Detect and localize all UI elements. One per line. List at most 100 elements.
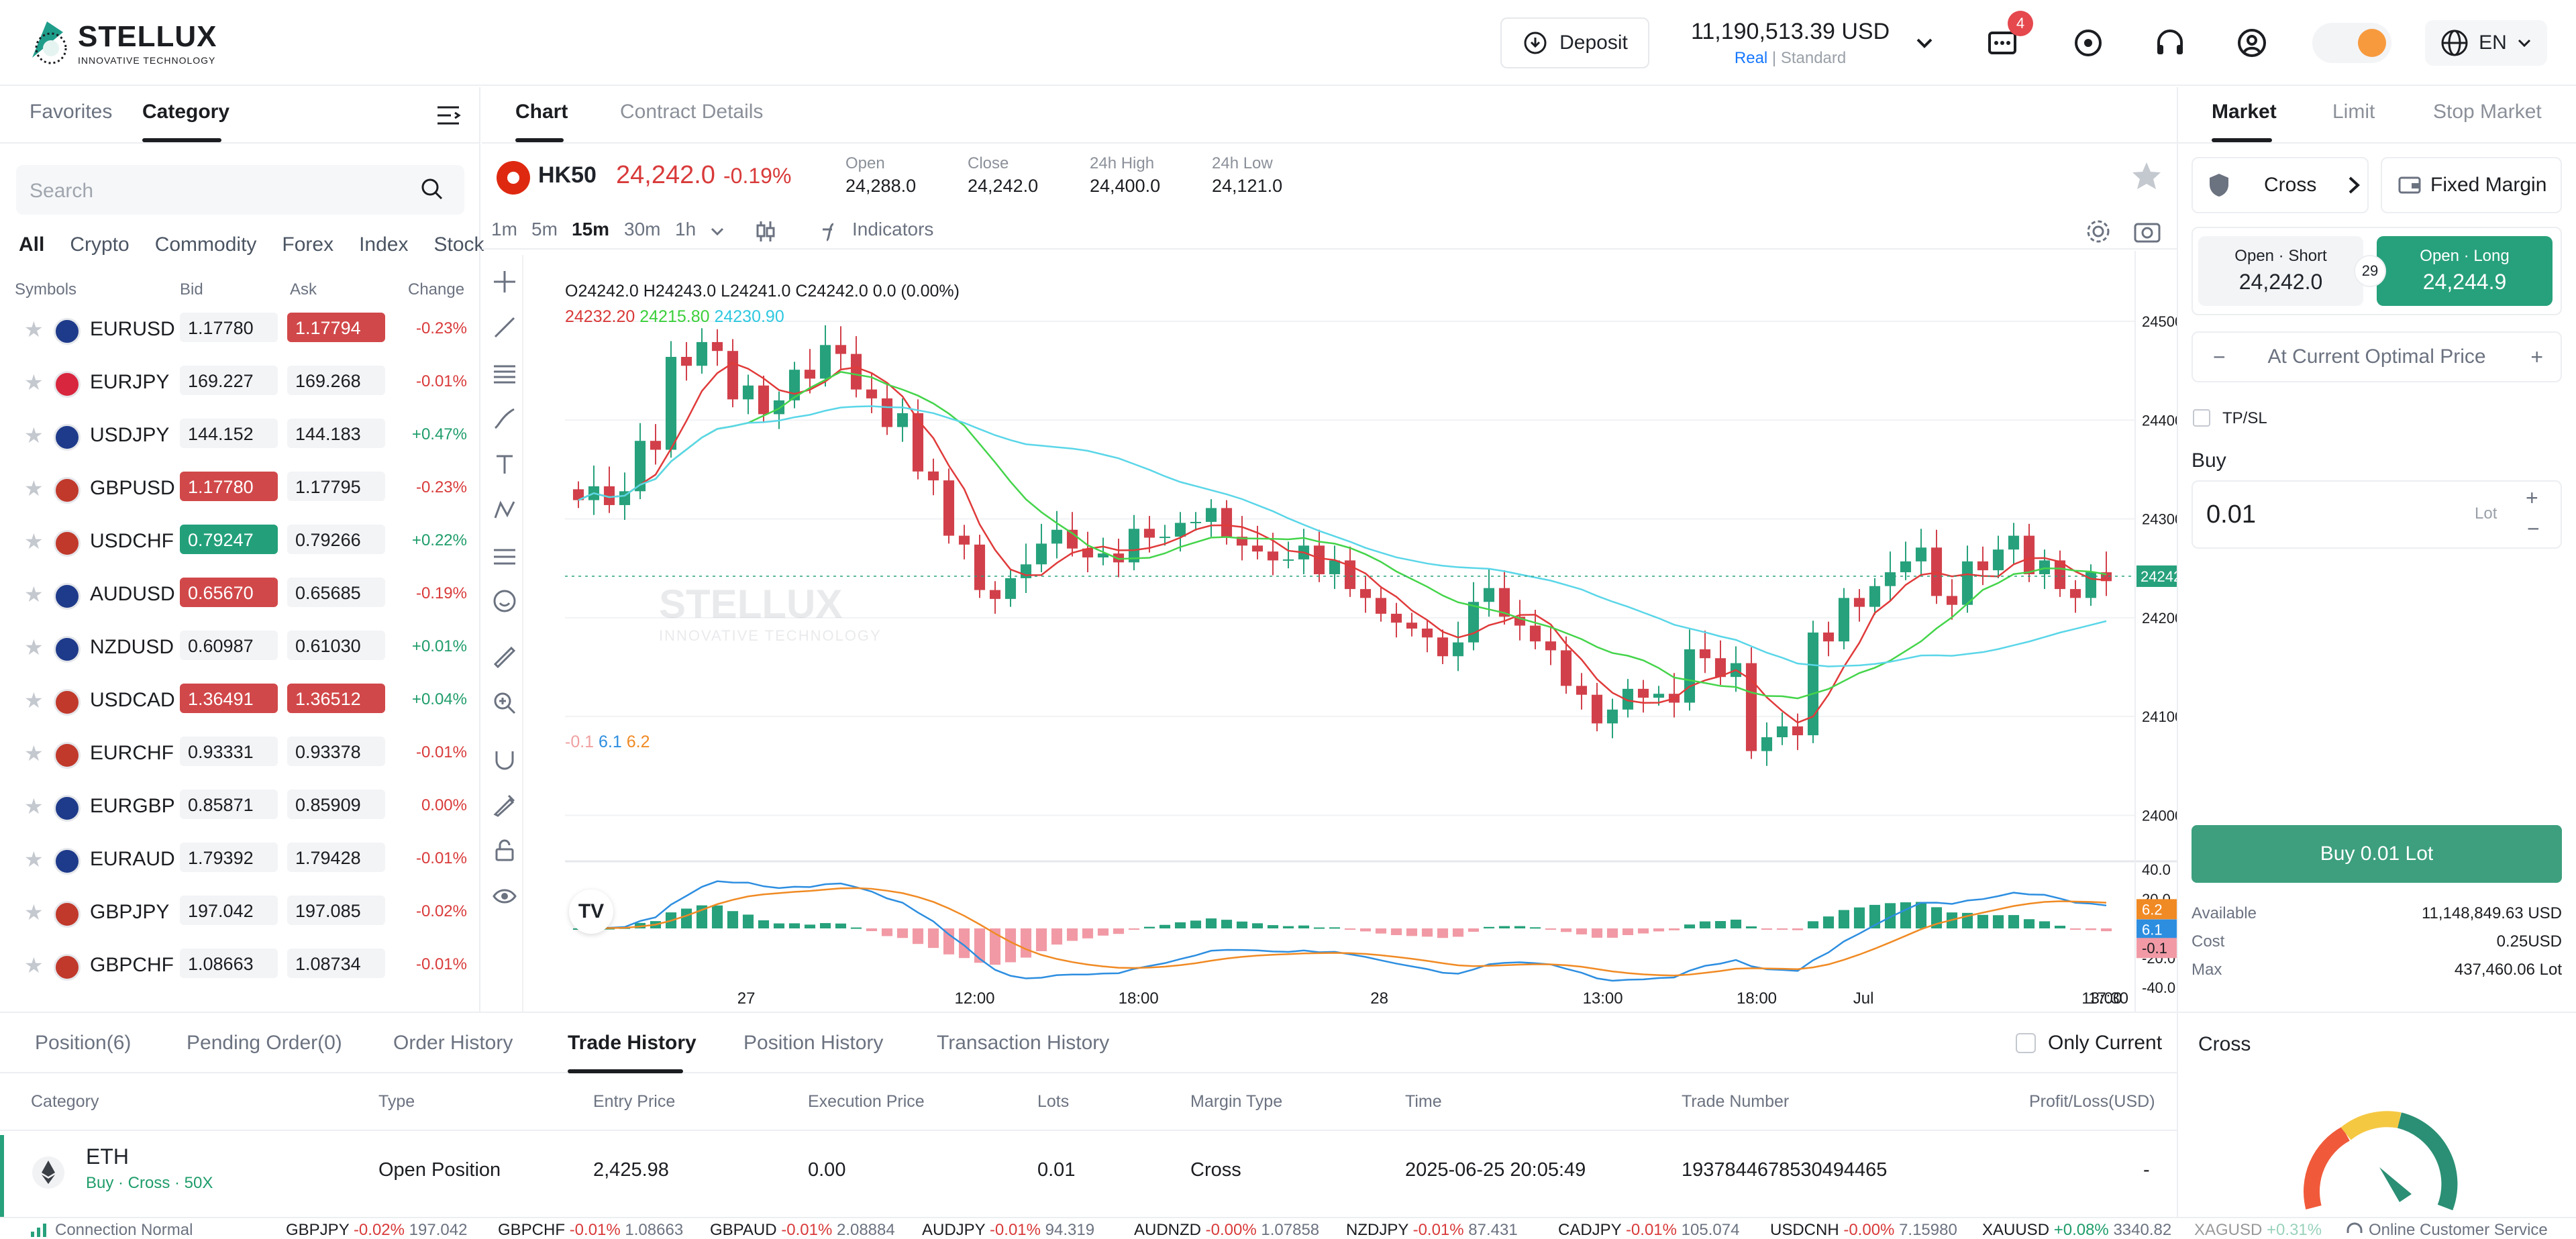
timeframe-1m[interactable]: 1m <box>491 219 517 239</box>
ticker-item[interactable]: XAGUSD +0.31% <box>2194 1221 2322 1239</box>
category-stock[interactable]: Stock <box>433 233 484 256</box>
ask-price[interactable]: 1.08734 <box>287 949 385 978</box>
lot-input[interactable]: 0.01 Lot + − <box>2192 480 2562 549</box>
ask-price[interactable]: 1.36512 <box>287 684 385 713</box>
margin-mode-select[interactable]: Cross <box>2192 157 2369 213</box>
tab-chart[interactable]: Chart <box>515 101 568 123</box>
bid-price[interactable]: 197.042 <box>180 896 278 925</box>
symbol-row[interactable]: ★ EURAUD 1.79392 1.79428 -0.01% <box>0 832 479 884</box>
ticker-item[interactable]: AUDJPY -0.01% 94.319 <box>922 1221 1095 1239</box>
bid-price[interactable]: 169.227 <box>180 366 278 395</box>
category-all[interactable]: All <box>19 233 45 256</box>
favorite-star-icon[interactable]: ★ <box>24 953 44 977</box>
bid-price[interactable]: 144.152 <box>180 419 278 448</box>
bid-price[interactable]: 0.93331 <box>180 737 278 766</box>
camera-icon[interactable] <box>2132 217 2162 246</box>
ticker-item[interactable]: GBPJPY -0.02% 197.042 <box>286 1221 468 1239</box>
gear-icon[interactable] <box>2084 217 2112 246</box>
tab-pending-orders[interactable]: Pending Order(0) <box>187 1032 342 1054</box>
symbol-row[interactable]: ★ USDCHF 0.79247 0.79266 +0.22% <box>0 514 479 566</box>
timeframe-15m[interactable]: 15m <box>572 219 610 239</box>
ask-price[interactable]: 0.61030 <box>287 631 385 660</box>
bid-price[interactable]: 0.65670 <box>180 578 278 607</box>
price-input[interactable]: − At Current Optimal Price + <box>2192 331 2562 382</box>
ticker-item[interactable]: GBPCHF -0.01% 1.08663 <box>498 1221 684 1239</box>
price-chart[interactable]: 24500.0 24400.0 24300.0 24200.0 24100.0 24000… <box>525 251 2177 1012</box>
symbol-row[interactable]: ★ GBPUSD 1.17780 1.17795 -0.23% <box>0 461 479 513</box>
symbol-row[interactable]: ★ GBPCHF 1.08663 1.08734 -0.01% <box>0 938 479 990</box>
tab-market[interactable]: Market <box>2212 101 2277 123</box>
tab-favorites[interactable]: Favorites <box>30 101 113 123</box>
tab-positions[interactable]: Position(6) <box>35 1032 132 1054</box>
ask-price[interactable]: 1.17794 <box>287 313 385 342</box>
favorite-star-icon[interactable]: ★ <box>24 741 44 765</box>
favorite-star-icon[interactable]: ★ <box>24 688 44 712</box>
price-plus-button[interactable]: + <box>2530 345 2543 369</box>
tab-position-history[interactable]: Position History <box>743 1032 884 1054</box>
timeframe-chevron-icon[interactable] <box>710 224 725 239</box>
lot-plus-button[interactable]: + <box>2526 486 2538 510</box>
open-short-button[interactable]: Open · Short 24,242.0 <box>2198 236 2363 306</box>
bid-price[interactable]: 1.36491 <box>180 684 278 713</box>
bid-price[interactable]: 0.60987 <box>180 631 278 660</box>
tab-order-history[interactable]: Order History <box>393 1032 513 1054</box>
symbol-row[interactable]: ★ EURGBP 0.85871 0.85909 0.00% <box>0 779 479 831</box>
zoom-in-icon[interactable] <box>493 691 517 715</box>
trendline-icon[interactable] <box>493 315 517 339</box>
tab-contract-details[interactable]: Contract Details <box>620 101 764 123</box>
favorite-star-icon[interactable]: ★ <box>24 423 44 447</box>
customer-service-link[interactable]: Online Customer Service <box>2369 1221 2548 1239</box>
lock-drawing-icon[interactable] <box>493 793 517 817</box>
language-selector[interactable]: EN <box>2425 20 2547 66</box>
ticker-item[interactable]: XAUUSD +0.08% 3340.82 <box>1982 1221 2172 1239</box>
favorite-star-icon[interactable]: ★ <box>24 847 44 871</box>
candle-type-icon[interactable] <box>753 219 778 244</box>
ticker-item[interactable]: GBPAUD -0.01% 2.08884 <box>710 1221 895 1239</box>
ticker-item[interactable]: NZDJPY -0.01% 87.431 <box>1346 1221 1518 1239</box>
crosshair-icon[interactable] <box>493 270 517 294</box>
account-balance[interactable]: 11,190,513.39 USD Real | Standard <box>1691 19 1890 67</box>
radar-icon[interactable] <box>2071 25 2106 60</box>
symbol-row[interactable]: ★ USDCAD 1.36491 1.36512 +0.04% <box>0 673 479 725</box>
buy-button[interactable]: Buy 0.01 Lot <box>2192 825 2562 883</box>
symbol-row[interactable]: ★ USDJPY 144.152 144.183 +0.47% <box>0 408 479 460</box>
favorite-star-icon[interactable]: ★ <box>24 317 44 341</box>
category-crypto[interactable]: Crypto <box>70 233 130 256</box>
favorite-star-icon[interactable]: ★ <box>24 635 44 659</box>
bid-price[interactable]: 0.85871 <box>180 790 278 819</box>
pattern-icon[interactable] <box>493 498 517 522</box>
open-long-button[interactable]: Open · Long 24,244.9 <box>2377 236 2553 306</box>
search-icon[interactable] <box>419 176 446 203</box>
fib-lines-icon[interactable] <box>493 361 517 385</box>
favorite-star-icon[interactable]: ★ <box>24 370 44 394</box>
ask-price[interactable]: 169.268 <box>287 366 385 395</box>
fixed-margin-select[interactable]: Fixed Margin <box>2381 157 2562 213</box>
ticker-item[interactable]: CADJPY -0.01% 105.074 <box>1558 1221 1740 1239</box>
ticker-item[interactable]: AUDNZD -0.00% 1.07858 <box>1134 1221 1320 1239</box>
projection-icon[interactable] <box>493 543 517 568</box>
symbol-row[interactable]: ★ GBPJPY 197.042 197.085 -0.02% <box>0 885 479 937</box>
symbol-row[interactable]: ★ NZDUSD 0.60987 0.61030 +0.01% <box>0 620 479 672</box>
tpsl-checkbox[interactable] <box>2193 409 2210 427</box>
emoji-icon[interactable] <box>493 589 517 613</box>
brand-logo[interactable]: STELLUX INNOVATIVE TECHNOLOGY <box>27 19 217 67</box>
star-icon[interactable] <box>2130 160 2163 193</box>
timeframe-30m[interactable]: 30m <box>624 219 661 239</box>
headset-icon[interactable] <box>2153 25 2187 60</box>
account-chevron-down-icon[interactable] <box>1907 25 1942 60</box>
favorite-star-icon[interactable]: ★ <box>24 900 44 924</box>
lot-minus-button[interactable]: − <box>2527 517 2540 541</box>
ask-price[interactable]: 144.183 <box>287 419 385 448</box>
ticker-item[interactable]: USDCNH -0.00% 7.15980 <box>1770 1221 1957 1239</box>
tab-category[interactable]: Category <box>142 101 230 123</box>
text-icon[interactable] <box>493 452 517 476</box>
user-icon[interactable] <box>2234 25 2269 60</box>
filter-menu-icon[interactable] <box>435 102 462 129</box>
only-current-checkbox[interactable] <box>2016 1033 2036 1053</box>
bid-price[interactable]: 1.17780 <box>180 472 278 501</box>
symbol-row[interactable]: ★ EURJPY 169.227 169.268 -0.01% <box>0 355 479 407</box>
category-commodity[interactable]: Commodity <box>154 233 257 256</box>
table-row[interactable]: ETH Buy · Cross · 50X <box>0 1131 2177 1218</box>
tab-trade-history[interactable]: Trade History <box>568 1032 697 1054</box>
symbol-row[interactable]: ★ EURUSD 1.17780 1.17794 -0.23% <box>0 302 479 354</box>
